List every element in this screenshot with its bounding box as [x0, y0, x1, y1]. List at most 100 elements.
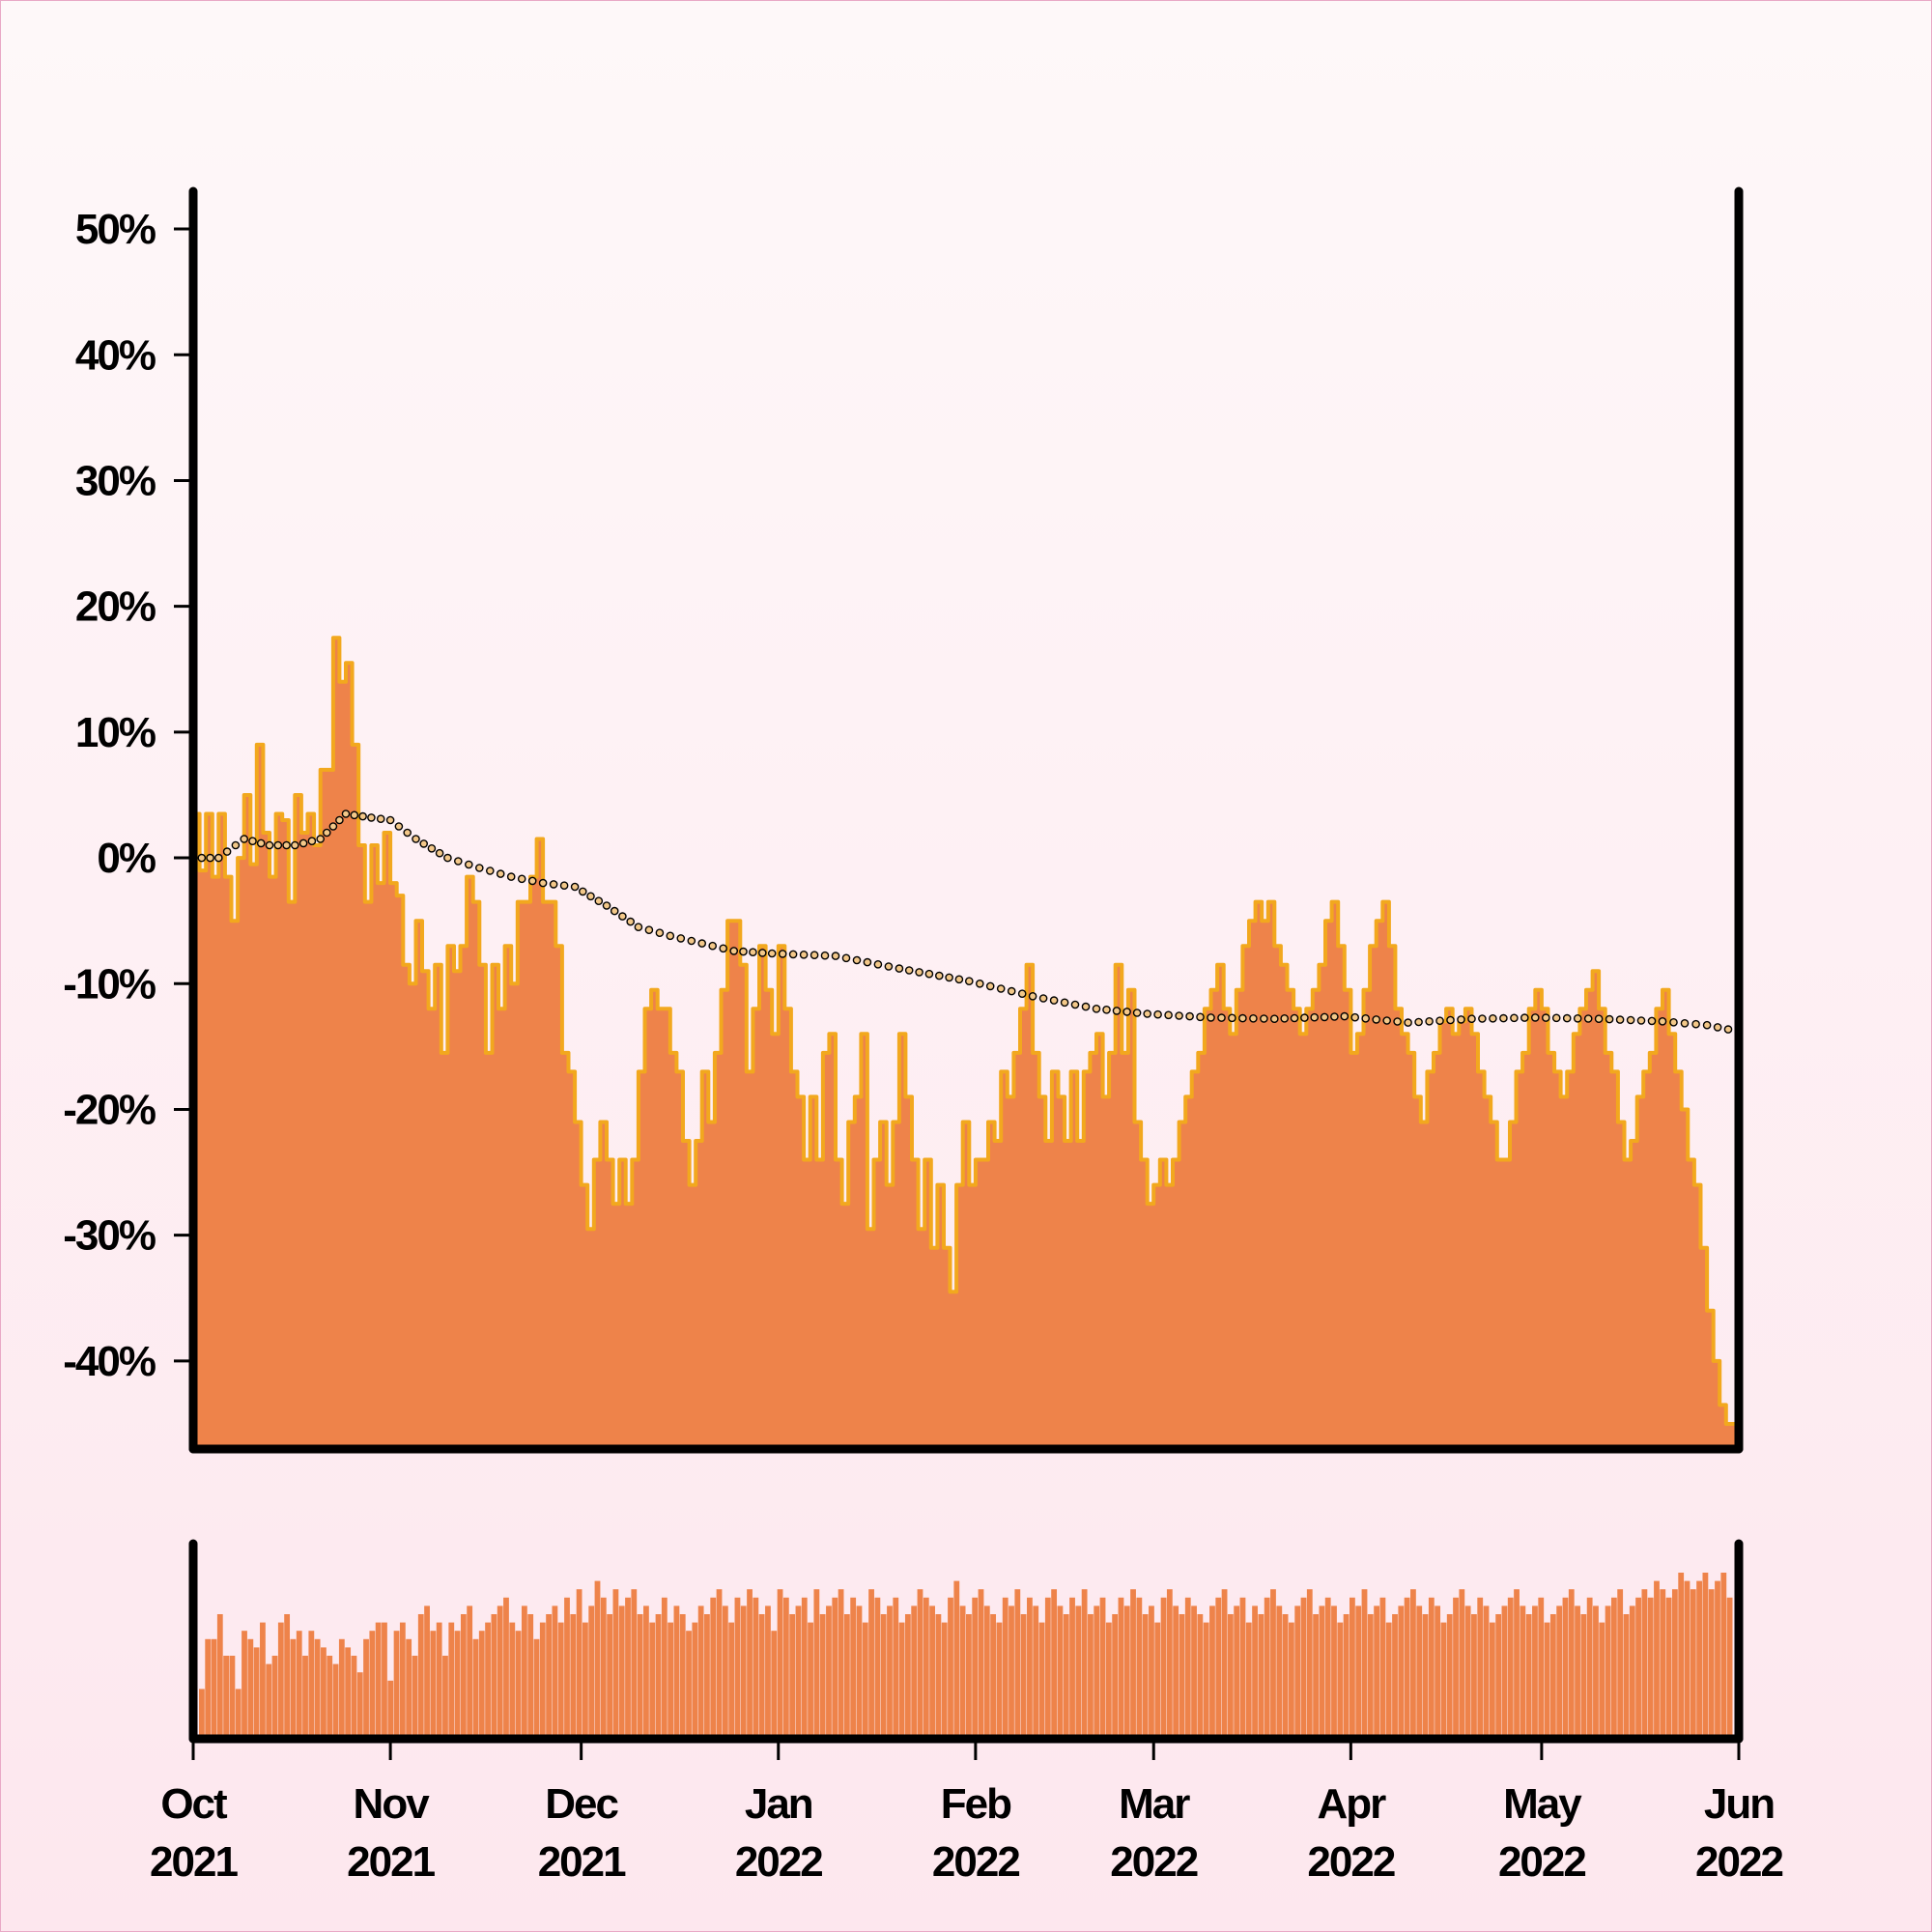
volume-bar	[990, 1614, 997, 1739]
volume-bar	[1324, 1597, 1331, 1739]
volume-bar	[1245, 1622, 1252, 1739]
volume-bar	[795, 1605, 802, 1739]
volume-bar	[1575, 1605, 1580, 1739]
volume-bar	[1647, 1597, 1654, 1739]
volume-bar	[929, 1605, 935, 1739]
volume-bar	[959, 1605, 966, 1739]
volume-bar	[552, 1605, 558, 1739]
volume-bar	[1678, 1573, 1685, 1739]
moving-average-dot	[985, 981, 995, 991]
volume-bar	[1252, 1605, 1258, 1739]
volume-bar	[253, 1647, 260, 1739]
volume-bar	[546, 1614, 552, 1739]
volume-bar	[941, 1622, 948, 1739]
volume-bar	[850, 1597, 857, 1739]
y-tick-label: 30%	[75, 457, 156, 504]
volume-bar	[1459, 1589, 1465, 1739]
volume-bar	[1562, 1597, 1569, 1739]
x-tick-month: Jan	[745, 1780, 812, 1828]
volume-bar	[862, 1622, 868, 1739]
moving-average-dot	[527, 876, 537, 886]
moving-average-dot	[687, 936, 696, 946]
moving-average-dot	[474, 864, 484, 872]
volume-bar	[1580, 1614, 1587, 1739]
volume-bar	[1069, 1597, 1075, 1739]
x-tick-month: Feb	[941, 1780, 1011, 1828]
volume-bar	[1088, 1614, 1094, 1739]
moving-average-dot	[1249, 1014, 1258, 1023]
moving-average-dot	[222, 847, 232, 856]
volume-bar	[1276, 1605, 1283, 1739]
moving-average-dot	[1049, 996, 1059, 1005]
y-tick-label: 50%	[75, 206, 156, 253]
moving-average-dot	[559, 881, 569, 891]
volume-bar	[1586, 1597, 1593, 1739]
volume-bar	[1355, 1605, 1362, 1739]
moving-average-dot	[1132, 1009, 1142, 1017]
volume-bar	[1227, 1614, 1234, 1739]
moving-average-dot	[749, 948, 757, 957]
moving-average-dot	[676, 934, 686, 943]
volume-bar	[782, 1597, 789, 1739]
volume-bar	[242, 1631, 247, 1739]
volume-bar	[661, 1597, 668, 1739]
moving-average-dot	[248, 837, 257, 846]
moving-average-dot	[464, 860, 473, 869]
volume-bar	[351, 1656, 357, 1739]
moving-average-dot	[1320, 1012, 1329, 1022]
moving-average-dot	[767, 949, 777, 958]
volume-bar	[199, 1689, 205, 1739]
volume-bar	[1014, 1589, 1021, 1739]
volume-bar	[223, 1656, 230, 1739]
volume-bar	[1404, 1597, 1410, 1739]
volume-bar	[856, 1605, 863, 1739]
moving-average-dot	[852, 955, 862, 965]
moving-average-dot	[1542, 1013, 1550, 1022]
volume-bar	[1489, 1622, 1495, 1739]
volume-bar	[1179, 1614, 1185, 1739]
x-tick-month: Apr	[1317, 1780, 1386, 1828]
volume-bar	[978, 1589, 984, 1739]
volume-bar	[1221, 1589, 1228, 1739]
moving-average-dot	[586, 892, 595, 901]
x-tick-month: Jun	[1704, 1780, 1774, 1828]
moving-average-dot	[778, 950, 787, 958]
x-tick-month: Mar	[1119, 1780, 1190, 1828]
moving-average-dot	[403, 828, 412, 838]
moving-average-dot	[1310, 1012, 1319, 1022]
moving-average-dot	[322, 828, 331, 838]
volume-bar	[1343, 1614, 1350, 1739]
volume-bar	[1720, 1573, 1727, 1739]
volume-bar	[600, 1597, 607, 1739]
volume-bar	[1416, 1605, 1423, 1739]
volume-bar	[266, 1663, 272, 1739]
moving-average-dot	[394, 822, 404, 831]
volume-bar	[1385, 1622, 1392, 1739]
volume-bar	[321, 1647, 327, 1739]
volume-bar	[1471, 1614, 1477, 1739]
moving-average-dot	[965, 977, 974, 986]
moving-average-dot	[1636, 1016, 1646, 1025]
volume-bar	[1525, 1614, 1532, 1739]
moving-average-dot	[427, 844, 437, 853]
volume-bar	[1300, 1597, 1307, 1739]
volume-bar	[1660, 1589, 1666, 1739]
moving-average-dot	[341, 810, 351, 818]
volume-bar	[697, 1605, 704, 1739]
moving-average-dot	[602, 901, 611, 910]
moving-average-dot	[1723, 1025, 1733, 1034]
volume-bar	[1044, 1597, 1051, 1739]
volume-bar	[216, 1614, 223, 1739]
moving-average-dot	[435, 848, 444, 858]
volume-bar	[1702, 1573, 1709, 1739]
moving-average-dot	[385, 815, 395, 825]
moving-average-dot	[350, 810, 359, 820]
volume-bar	[1629, 1605, 1635, 1739]
moving-average-dot	[1185, 1011, 1194, 1021]
volume-bar	[576, 1589, 582, 1739]
y-tick-label: 40%	[75, 331, 156, 379]
moving-average-dot	[739, 947, 748, 956]
volume-bar	[1123, 1605, 1130, 1739]
moving-average-dot	[873, 960, 883, 969]
x-tick-year: 2022	[735, 1838, 822, 1886]
